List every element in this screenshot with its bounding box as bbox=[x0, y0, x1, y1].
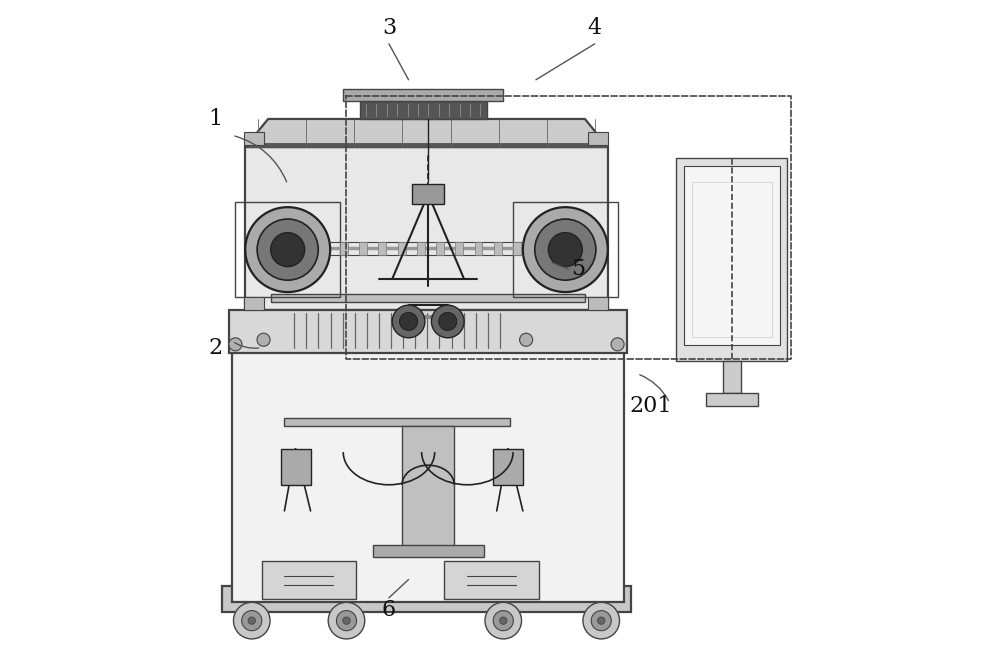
Bar bbox=[588, 132, 608, 145]
Circle shape bbox=[431, 305, 464, 338]
Text: 6: 6 bbox=[382, 599, 396, 621]
Text: 3: 3 bbox=[382, 16, 396, 39]
Circle shape bbox=[485, 602, 522, 639]
Circle shape bbox=[523, 207, 608, 292]
Circle shape bbox=[233, 602, 270, 639]
Text: 2: 2 bbox=[209, 337, 223, 359]
Circle shape bbox=[520, 333, 533, 346]
Bar bbox=[244, 132, 264, 145]
Bar bbox=[475, 242, 482, 255]
Bar bbox=[684, 166, 780, 345]
Bar bbox=[232, 348, 624, 602]
Bar bbox=[513, 242, 521, 255]
Circle shape bbox=[535, 219, 596, 280]
Bar bbox=[262, 561, 356, 599]
Bar bbox=[723, 361, 741, 394]
Bar bbox=[402, 426, 454, 554]
Circle shape bbox=[242, 611, 262, 630]
Bar bbox=[455, 242, 463, 255]
Circle shape bbox=[500, 617, 507, 625]
Bar bbox=[398, 242, 406, 255]
Bar bbox=[493, 449, 523, 485]
Bar bbox=[513, 202, 618, 297]
Bar bbox=[232, 377, 291, 554]
Bar bbox=[244, 297, 264, 310]
Circle shape bbox=[611, 338, 624, 351]
Bar bbox=[436, 242, 444, 255]
Circle shape bbox=[400, 312, 418, 331]
Bar bbox=[245, 147, 608, 310]
Circle shape bbox=[271, 233, 305, 266]
Text: 1: 1 bbox=[209, 108, 223, 130]
Text: 201: 201 bbox=[629, 396, 671, 417]
Bar bbox=[271, 294, 585, 302]
Bar bbox=[417, 242, 425, 255]
Circle shape bbox=[583, 602, 620, 639]
Bar bbox=[343, 89, 503, 100]
Bar bbox=[360, 100, 487, 119]
Bar bbox=[281, 449, 311, 485]
Bar bbox=[676, 158, 787, 361]
Circle shape bbox=[336, 611, 357, 630]
Text: 5: 5 bbox=[571, 258, 585, 280]
Bar bbox=[373, 545, 484, 557]
Bar bbox=[284, 418, 510, 426]
Bar bbox=[291, 377, 507, 554]
Circle shape bbox=[392, 305, 425, 338]
Circle shape bbox=[598, 617, 605, 625]
Circle shape bbox=[548, 233, 582, 266]
Circle shape bbox=[245, 207, 330, 292]
Circle shape bbox=[343, 617, 350, 625]
Bar bbox=[222, 586, 631, 612]
Bar bbox=[692, 182, 772, 337]
Bar bbox=[706, 394, 758, 406]
Bar bbox=[412, 184, 444, 204]
Circle shape bbox=[591, 611, 611, 630]
Circle shape bbox=[439, 312, 457, 331]
Bar bbox=[359, 242, 367, 255]
Text: 4: 4 bbox=[588, 16, 602, 39]
Circle shape bbox=[493, 611, 513, 630]
Bar bbox=[229, 310, 627, 353]
Circle shape bbox=[257, 333, 270, 346]
Bar bbox=[507, 377, 565, 554]
Circle shape bbox=[229, 338, 242, 351]
Polygon shape bbox=[245, 119, 608, 147]
Bar bbox=[444, 561, 539, 599]
Bar bbox=[340, 242, 348, 255]
Circle shape bbox=[257, 219, 318, 280]
Bar bbox=[588, 297, 608, 310]
Bar bbox=[378, 242, 386, 255]
Circle shape bbox=[248, 617, 255, 625]
Bar bbox=[494, 242, 502, 255]
Circle shape bbox=[328, 602, 365, 639]
Bar bbox=[235, 202, 340, 297]
